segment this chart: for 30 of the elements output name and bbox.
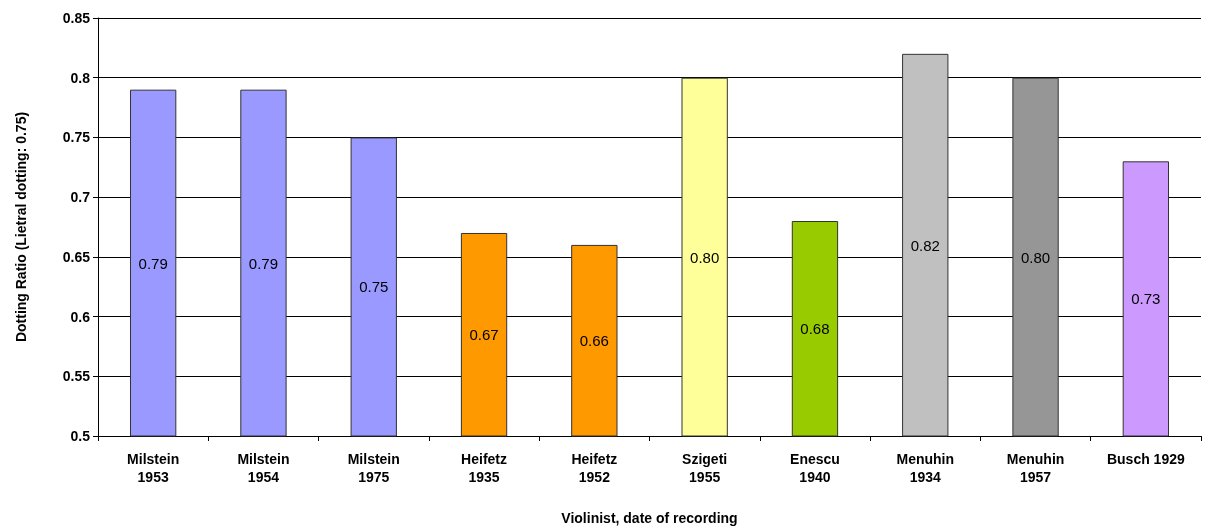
x-tick-label: Menuhin 1934 [896,451,955,485]
y-axis-title: Dotting Ratio (Lietral dotting: 0.75) [13,111,29,343]
data-label: 0.80 [690,248,720,266]
y-tick-label: 0.75 [62,129,91,146]
y-tick-label: 0.8 [70,69,91,86]
x-tick-label: Enescu 1940 [790,451,840,485]
data-label: 0.75 [359,278,389,296]
y-tick-label: 0.6 [70,308,91,325]
y-tick-label: 0.65 [62,248,91,265]
x-tick-label: Heifetz 1952 [571,451,618,485]
data-label: 0.82 [910,236,940,254]
x-tick-label: Milstein 1975 [347,451,400,485]
x-tick-label: Milstein 1954 [237,451,290,485]
data-label: 0.67 [469,326,499,344]
data-label: 0.80 [1020,248,1051,266]
x-tick-label: Szigeti 1955 [682,451,728,485]
x-tick-label: Milstein 1953 [127,451,180,485]
y-tick-label: 0.5 [70,428,91,444]
data-label: 0.79 [248,254,279,272]
x-axis-title: Violinist, date of recording [561,510,738,526]
y-tick-label: 0.7 [70,189,91,206]
data-label: 0.66 [579,332,609,350]
y-tick-label: 0.55 [62,368,91,385]
x-tick-label: Menuhin 1957 [1006,451,1065,485]
y-tick-label: 0.85 [62,10,91,26]
data-label: 0.73 [1131,290,1161,308]
data-label: 0.79 [138,254,168,272]
x-tick-label: Busch 1929 [1106,451,1185,467]
x-tick-label: Heifetz 1935 [461,451,507,485]
data-label: 0.68 [800,320,830,338]
